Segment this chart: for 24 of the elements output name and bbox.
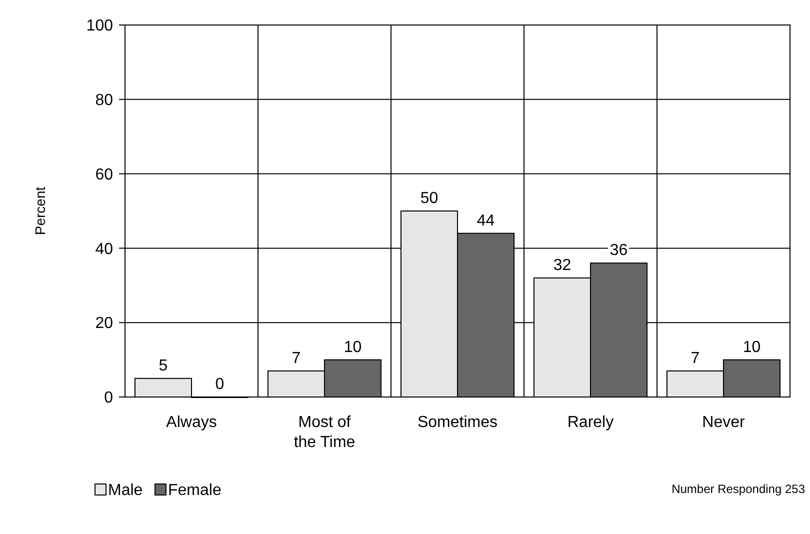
legend-label: Female (168, 482, 222, 499)
y-tick-label: 40 (95, 240, 114, 258)
data-label: 7 (292, 350, 301, 367)
y-tick-label: 80 (95, 92, 114, 109)
y-axis-title: Percent (32, 186, 48, 236)
x-tick-label: Most of the Time (294, 414, 356, 451)
y-tick-label: 20 (95, 315, 114, 332)
legend-label: Male (108, 482, 143, 499)
data-label: 32 (553, 256, 572, 274)
data-label: 5 (158, 357, 168, 374)
y-tick-label: 0 (104, 390, 114, 407)
data-label: 44 (476, 212, 495, 230)
x-tick-label: Always (166, 414, 217, 431)
text: Number Responding 253 (672, 482, 806, 496)
y-tick-label: 60 (95, 166, 114, 184)
x-tick-label: Never (702, 414, 746, 431)
data-label: 0 (215, 376, 224, 393)
data-label: 10 (344, 338, 362, 356)
x-tick-label: Sometimes (417, 414, 498, 431)
x-tick-label: Rarely (567, 414, 614, 431)
data-label: 7 (690, 350, 700, 367)
data-label: 50 (420, 190, 438, 207)
data-label: 10 (742, 338, 761, 356)
y-tick-label: 100 (86, 18, 114, 35)
